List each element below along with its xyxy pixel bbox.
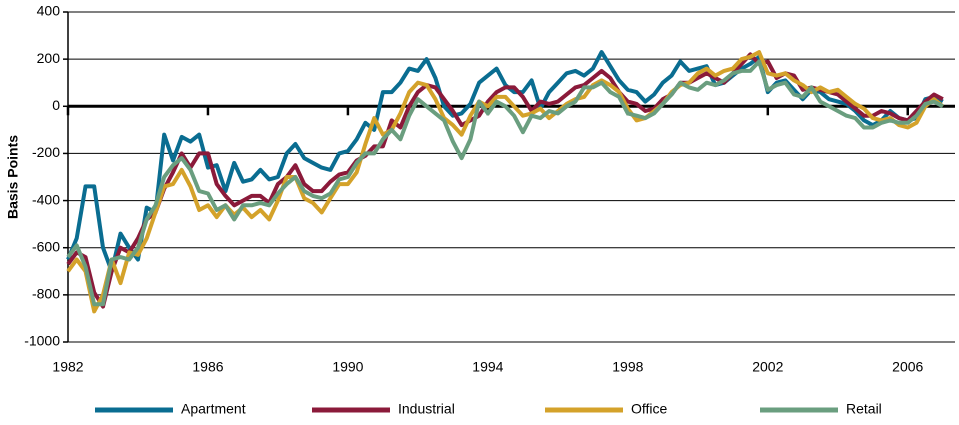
y-tick-label: -200 (32, 144, 60, 160)
y-tick-label: -1000 (24, 333, 60, 349)
x-tick-label: 1998 (612, 359, 643, 375)
series-line (66, 50, 944, 274)
y-tick-label: -400 (32, 191, 60, 207)
x-tick-label: 2002 (752, 359, 783, 375)
y-tick-label: -800 (32, 286, 60, 302)
y-tick-label: 200 (37, 50, 61, 66)
x-tick-label: 1986 (192, 359, 223, 375)
x-tick-label: 1982 (52, 359, 83, 375)
legend-label: Apartment (181, 401, 246, 417)
series-line (66, 50, 945, 314)
y-tick-label: 0 (52, 97, 60, 113)
legend-label: Office (631, 401, 668, 417)
x-tick-label: 1990 (332, 359, 363, 375)
y-tick-label: 400 (37, 3, 61, 19)
legend-label: Industrial (398, 401, 455, 417)
x-tick-label: 2006 (892, 359, 923, 375)
series-line (66, 59, 944, 307)
legend-label: Retail (846, 401, 882, 417)
y-tick-label: -600 (32, 238, 60, 254)
x-tick-label: 1994 (472, 359, 503, 375)
y-axis-label: Basis Points (5, 135, 21, 219)
